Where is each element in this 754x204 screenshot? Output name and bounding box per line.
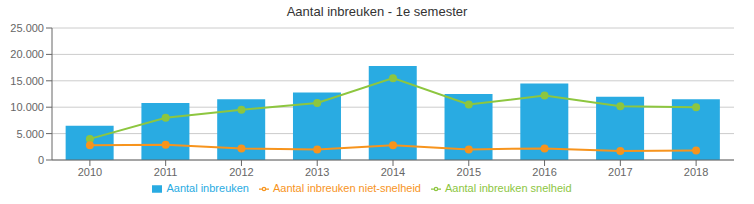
html-text:Aantal inbreuken niet-snelheid: Aantal inbreuken niet-snelheid: [273, 182, 421, 194]
svg-text:2018: 2018: [684, 166, 708, 178]
svg-text:2016: 2016: [532, 166, 556, 178]
svg-text:2013: 2013: [305, 166, 329, 178]
svg-text:2011: 2011: [154, 166, 178, 178]
html-text:Aantal inbreuken - 1e semester: Aantal inbreuken - 1e semester: [286, 4, 468, 19]
svg-text:5.000: 5.000: [16, 128, 44, 140]
svg-text:2010: 2010: [78, 166, 102, 178]
svg-text:2014: 2014: [381, 166, 405, 178]
svg-text:20.000: 20.000: [10, 48, 44, 60]
svg-text:10.000: 10.000: [10, 101, 44, 113]
svg-text:25.000: 25.000: [10, 24, 44, 34]
svg-text:0: 0: [38, 154, 44, 166]
svg-text:2015: 2015: [457, 166, 481, 178]
html-text:Aantal inbreuken: Aantal inbreuken: [166, 182, 249, 194]
svg-text:15.000: 15.000: [10, 75, 44, 87]
svg-text:2017: 2017: [608, 166, 632, 178]
html-text:Aantal inbreuken snelheid: Aantal inbreuken snelheid: [445, 182, 572, 194]
svg-text:2012: 2012: [229, 166, 253, 178]
